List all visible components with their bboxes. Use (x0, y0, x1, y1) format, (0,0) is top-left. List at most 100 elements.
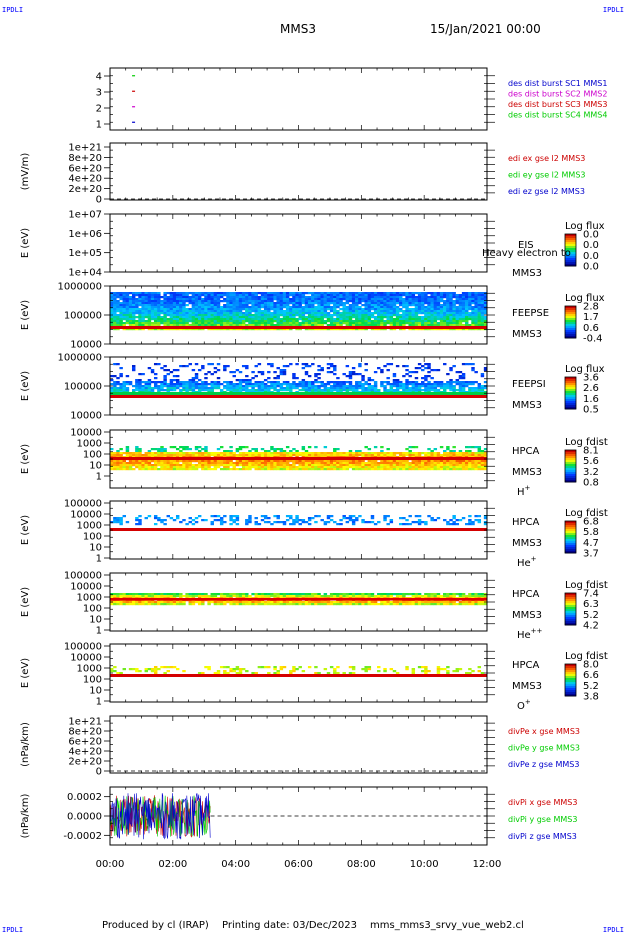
hpca-he-spectrogram-cell (342, 515, 346, 518)
feepsi-spectrogram-cell (125, 381, 130, 384)
feepse-spectrogram-cell (367, 322, 372, 325)
feepse-spectrogram-cell (355, 324, 359, 327)
feepse-spectrogram-cell (477, 308, 482, 311)
hpca-h-spectrogram-cell (194, 460, 199, 463)
hpca-h-spectrogram-cell (436, 466, 441, 469)
feepse-spectrogram-cell (421, 308, 425, 311)
hpca-h-spectrogram-cell (119, 454, 123, 457)
feepsi-spectrogram-cell (257, 363, 262, 366)
hpca-h-spectrogram-cell (150, 460, 155, 463)
feepse-spectrogram-cell (172, 310, 177, 313)
feepsi-spectrogram-cell (216, 363, 221, 366)
hpca-h-spectrogram-cell (135, 462, 139, 465)
feepse-spectrogram-cell (213, 322, 218, 325)
feepsi-spectrogram-cell (254, 365, 258, 368)
feepse-spectrogram-cell (276, 308, 280, 311)
feepse-spectrogram-cell (468, 298, 472, 301)
feepse-spectrogram-cell (421, 300, 425, 303)
feepsi-ytick-label: 1000000 (57, 353, 102, 364)
hpca-h-spectrogram-cell (188, 452, 192, 455)
hpca-h-spectrogram-cell (411, 452, 416, 455)
feepse-spectrogram-cell (116, 292, 120, 295)
feepsi-spectrogram-cell (402, 383, 406, 386)
hpca-h-spectrogram-cell (113, 454, 117, 457)
feepse-spectrogram-cell (191, 298, 196, 301)
feepse-spectrogram-cell (311, 318, 315, 321)
hpca-h-spectrogram-cell (439, 462, 444, 465)
feepse-spectrogram-cell (364, 302, 368, 305)
feepse-spectrogram-cell (345, 308, 350, 311)
feepse-spectrogram-cell (153, 312, 158, 315)
feepsi-spectrogram-cell (226, 365, 230, 368)
hpca-h-spectrogram-cell (163, 454, 167, 457)
hpca-h-spectrogram-cell (348, 452, 353, 455)
feepsi-spectrogram-cell (150, 389, 155, 392)
feepse-spectrogram-cell (430, 320, 434, 323)
hpca-h-spectrogram-cell (125, 454, 130, 457)
hpca-h-spectrogram-cell (157, 460, 161, 463)
feepse-colorbar-title: Log flux (565, 293, 605, 304)
feepsi-spectrogram-cell (311, 381, 315, 384)
feepse-spectrogram-cell (125, 318, 130, 321)
feepse-spectrogram-cell (201, 312, 205, 315)
hpca-he-spectrogram-cell (329, 515, 334, 518)
feepse-spectrogram-cell (411, 312, 416, 315)
feepsi-spectrogram-cell (276, 383, 280, 386)
feepse-spectrogram-cell (458, 296, 463, 299)
feepsi-spectrogram-cell (267, 377, 271, 380)
hpca-h-spectrogram-cell (333, 468, 337, 471)
feepsi-spectrogram-cell (458, 381, 463, 384)
hpca-h-spectrogram-cell (270, 446, 274, 449)
feepsi-spectrogram-cell (153, 381, 158, 384)
feepse-spectrogram-cell (386, 294, 390, 297)
hpca-h-spectrogram-cell (395, 460, 400, 463)
feepse-spectrogram-cell (260, 312, 265, 315)
hpca-h-spectrogram-cell (323, 464, 328, 467)
feepsi-spectrogram-cell (395, 387, 400, 390)
feepse-spectrogram-cell (367, 312, 372, 315)
feepse-spectrogram-cell (125, 298, 130, 301)
hpca-h-spectrogram-cell (395, 466, 400, 469)
feepsi-spectrogram-cell (157, 389, 161, 392)
feepse-spectrogram-cell (392, 296, 397, 299)
hpca-h-spectrogram-cell (219, 468, 224, 471)
feepse-spectrogram-cell (370, 320, 375, 323)
feepse-spectrogram-cell (351, 308, 356, 311)
feepse-spectrogram-cell (210, 306, 214, 309)
feepse-spectrogram-cell (402, 292, 406, 295)
feepse-spectrogram-cell (125, 308, 130, 311)
hpca-h-spectrogram-cell (163, 464, 167, 467)
feepse-spectrogram-cell (122, 324, 127, 327)
hpca-h-spectrogram-cell (446, 462, 450, 465)
feepse-spectrogram-cell (345, 328, 350, 331)
feepse-spectrogram-cell (370, 294, 375, 297)
feepse-spectrogram-cell (188, 298, 192, 301)
hpca-h-spectrogram-cell (263, 468, 268, 471)
feepse-spectrogram-cell (147, 304, 152, 307)
feepse-spectrogram-cell (402, 316, 406, 319)
feepse-spectrogram-cell (380, 318, 384, 321)
feepsi-spectrogram-cell (169, 389, 174, 392)
feepse-spectrogram-cell (172, 312, 177, 315)
hpca-h-spectrogram-cell (144, 460, 148, 463)
feepsi-spectrogram-cell (169, 387, 174, 390)
hpca-h-spectrogram-cell (138, 452, 142, 455)
hpca-h-spectrogram-cell (361, 466, 365, 469)
feepse-spectrogram-cell (399, 298, 403, 301)
feepse-spectrogram-cell (194, 320, 199, 323)
feepse-spectrogram-cell (455, 322, 460, 325)
feepse-spectrogram-cell (276, 296, 280, 299)
hpca-h-spectrogram-cell (254, 454, 258, 457)
feepse-spectrogram-cell (367, 308, 372, 311)
feepse-spectrogram-cell (326, 294, 331, 297)
hpca-h-spectrogram-cell (194, 448, 199, 451)
feepse-spectrogram-cell (210, 300, 214, 303)
hpca-h-spectrogram-cell (348, 462, 353, 465)
feepse-spectrogram-cell (329, 324, 334, 327)
feepsi-spectrogram-cell (317, 385, 321, 388)
feepse-spectrogram-cell (392, 292, 397, 295)
feepsi-spectrogram-cell (179, 365, 183, 368)
feepsi-spectrogram-cell (314, 381, 318, 384)
feepsi-spectrogram-cell (245, 381, 249, 384)
feepsi-spectrogram-cell (402, 389, 406, 392)
